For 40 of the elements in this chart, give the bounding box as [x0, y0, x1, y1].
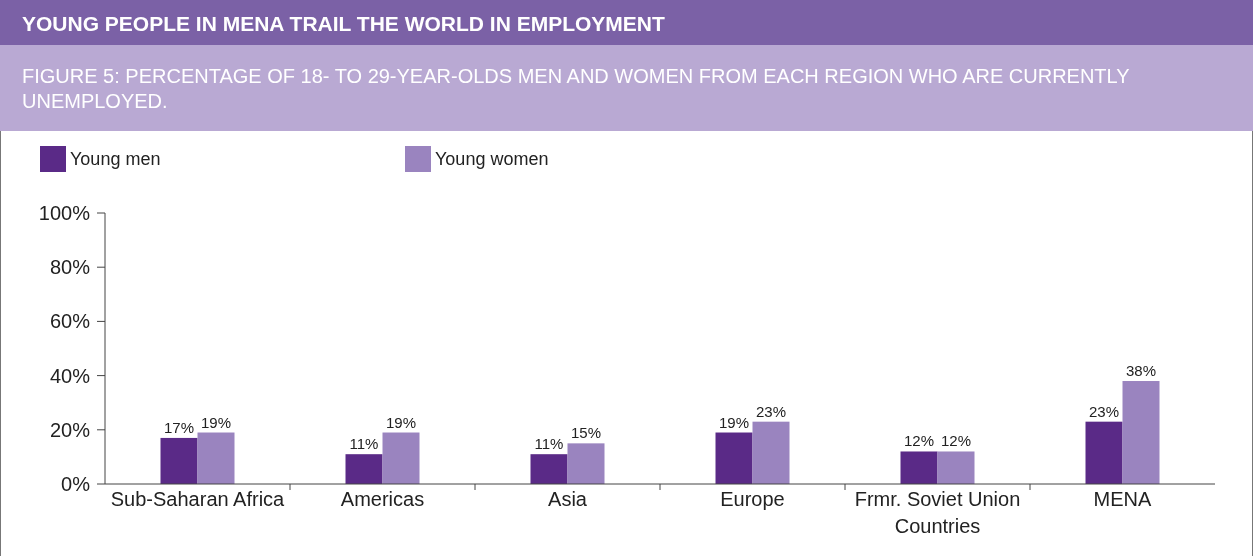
data-label: 19% [200, 413, 232, 431]
x-tick-label: Asia [548, 488, 588, 510]
bar [530, 454, 568, 484]
data-label: 11% [349, 435, 379, 453]
data-label: 11% [534, 435, 564, 453]
y-tick-label: 20% [49, 418, 91, 441]
chart-title: YOUNG PEOPLE IN MENA TRAIL THE WORLD IN EMPLOYMENT [22, 12, 666, 35]
chart-subtitle: FIGURE 5: PERCENTAGE OF 18- TO 29-YEAR-OLDS MEN AND WOMEN FROM EACH REGION WHO ARE CURRENTLY UNEMPLOYED. [22, 65, 1130, 112]
data-label: 17% [163, 418, 195, 436]
bar [937, 451, 975, 484]
y-tick-label: 100% [38, 202, 91, 224]
legend-label: Young men [70, 149, 161, 169]
data-label: 23% [755, 402, 787, 420]
bar [345, 454, 383, 484]
x-tick-label: Frmr. Soviet Union Countries [854, 488, 1021, 537]
data-label: 12% [940, 432, 972, 450]
bar [715, 432, 753, 484]
y-tick-label: 0% [61, 473, 91, 495]
x-tick-label: Europe [720, 488, 785, 510]
x-tick-label: Sub-Saharan Africa [110, 488, 286, 510]
bar [567, 443, 605, 484]
data-label: 15% [570, 424, 602, 442]
bar [382, 432, 420, 484]
bar [1085, 421, 1123, 484]
bar [160, 437, 198, 484]
bar [752, 421, 790, 484]
x-tick-label: MENA [1093, 488, 1153, 510]
data-label: 23% [1088, 402, 1120, 420]
y-tick-label: 40% [49, 364, 91, 387]
bar [197, 432, 235, 484]
data-label: 38% [1125, 362, 1157, 380]
bar [900, 451, 938, 484]
y-tick-label: 80% [49, 256, 91, 279]
data-label: 12% [903, 432, 935, 450]
data-label: 19% [718, 413, 750, 431]
legend-label: Young women [435, 149, 549, 169]
y-tick-label: 60% [49, 310, 91, 333]
bar [1122, 381, 1160, 484]
x-tick-label: Americas [340, 488, 425, 510]
data-label: 19% [385, 413, 417, 431]
